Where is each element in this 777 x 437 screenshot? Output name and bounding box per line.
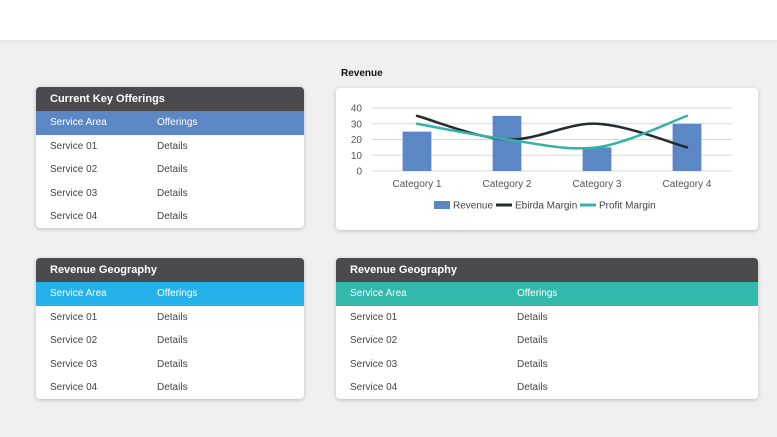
table-header: Service Area Offerings (336, 282, 758, 306)
card-title: Current Key Offerings (36, 87, 304, 111)
table-row[interactable]: Service 03 Details (36, 182, 304, 206)
x-tick-label: Category 4 (663, 179, 712, 190)
y-tick-label: 20 (351, 135, 363, 146)
table-header: Service Area Offerings (36, 111, 304, 135)
column-header-offerings: Offerings (157, 288, 198, 300)
service-cell: Service 03 (50, 358, 98, 370)
legend-label: Profit Margin (599, 201, 656, 212)
chart-title: Revenue (341, 68, 383, 79)
revenue-bar (492, 115, 522, 171)
legend-label: Revenue (453, 201, 493, 212)
card-title: Revenue Geography (36, 258, 304, 282)
column-header-service-area: Service Area (350, 288, 407, 300)
table-row[interactable]: Service 02 Details (336, 329, 758, 353)
service-cell: Service 01 (50, 311, 98, 323)
details-cell: Details (517, 382, 548, 394)
service-cell: Service 04 (350, 382, 398, 394)
profit-margin-line (415, 114, 689, 150)
column-header-offerings: Offerings (157, 117, 198, 129)
column-header-service-area: Service Area (50, 117, 107, 129)
column-header-offerings: Offerings (517, 288, 558, 300)
details-cell: Details (157, 335, 188, 347)
details-cell: Details (157, 211, 188, 223)
service-cell: Service 02 (50, 335, 98, 347)
x-tick-label: Category 1 (393, 179, 442, 190)
y-tick-label: 0 (356, 167, 362, 178)
revenue-bar (402, 131, 432, 171)
column-header-service-area: Service Area (50, 288, 107, 300)
x-tick-label: Category 3 (573, 179, 622, 190)
details-cell: Details (157, 187, 188, 199)
table-row[interactable]: Service 01 Details (36, 135, 304, 159)
ebirda-margin-line (415, 114, 689, 149)
details-cell: Details (157, 311, 188, 323)
table-row[interactable]: Service 01 Details (36, 306, 304, 330)
table-row[interactable]: Service 02 Details (36, 329, 304, 353)
details-cell: Details (157, 382, 188, 394)
revenue-geography-card-left: Revenue Geography Service Area Offerings… (36, 258, 304, 399)
revenue-chart-card: 0 10 20 30 40 Category 1 Category 2 Category 3 C… (336, 88, 758, 230)
y-tick-label: 10 (351, 151, 363, 162)
service-cell: Service 02 (50, 164, 98, 176)
details-cell: Details (517, 335, 548, 347)
key-offerings-card: Current Key Offerings Service Area Offer… (36, 87, 304, 228)
details-cell: Details (157, 358, 188, 370)
details-cell: Details (517, 358, 548, 370)
revenue-geography-card-right: Revenue Geography Service Area Offerings… (336, 258, 758, 399)
revenue-bar (582, 147, 612, 171)
table-header: Service Area Offerings (36, 282, 304, 306)
service-cell: Service 02 (350, 335, 398, 347)
service-cell: Service 04 (50, 211, 98, 223)
table-row[interactable]: Service 02 Details (36, 158, 304, 182)
service-cell: Service 01 (50, 140, 98, 152)
details-cell: Details (517, 311, 548, 323)
service-cell: Service 01 (350, 311, 398, 323)
table-row[interactable]: Service 03 Details (336, 353, 758, 377)
table-row[interactable]: Service 04 Details (36, 205, 304, 228)
table-row[interactable]: Service 04 Details (336, 376, 758, 399)
legend-swatch (434, 201, 450, 209)
details-cell: Details (157, 140, 188, 152)
card-title: Revenue Geography (336, 258, 758, 282)
details-cell: Details (157, 164, 188, 176)
revenue-chart: 0 10 20 30 40 Category 1 Category 2 Category 3 C… (351, 104, 732, 212)
legend-label: Ebirda Margin (515, 201, 577, 212)
table-row[interactable]: Service 03 Details (36, 353, 304, 377)
y-tick-label: 40 (351, 104, 363, 115)
service-cell: Service 03 (350, 358, 398, 370)
table-row[interactable]: Service 04 Details (36, 376, 304, 399)
top-bar (0, 0, 777, 40)
service-cell: Service 04 (50, 382, 98, 394)
y-tick-label: 30 (351, 119, 363, 130)
x-tick-label: Category 2 (483, 179, 532, 190)
service-cell: Service 03 (50, 187, 98, 199)
table-row[interactable]: Service 01 Details (336, 306, 758, 330)
